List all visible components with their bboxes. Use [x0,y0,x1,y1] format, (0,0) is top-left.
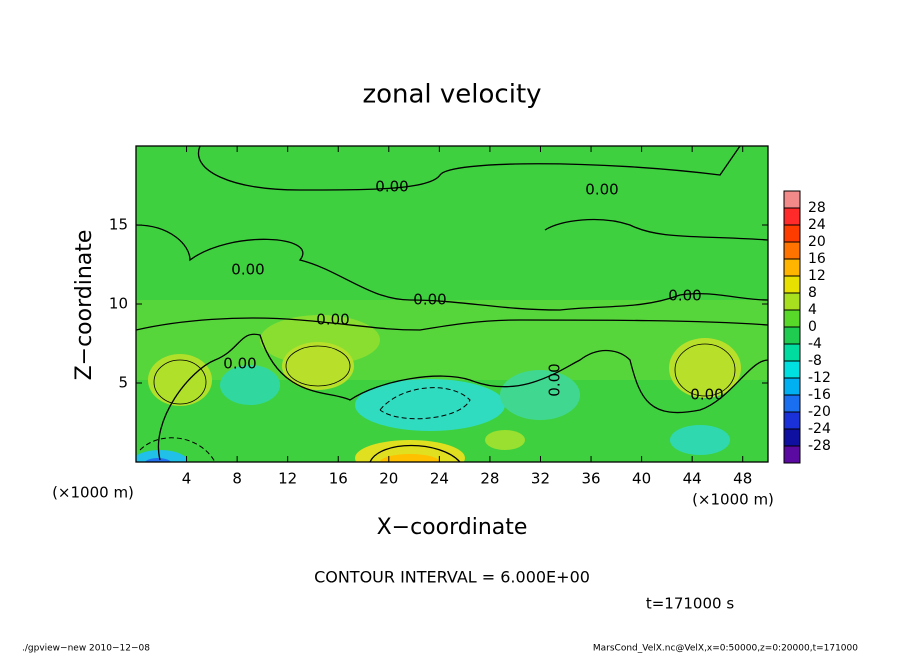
contour-label: 0.00 [316,311,349,329]
y-axis-label: Z−coordinate [72,230,97,381]
colorbar-box [784,225,800,242]
contour-label: 0.00 [375,178,408,196]
colorbar-label: -20 [808,404,831,420]
x-tick-label: 28 [480,470,499,488]
colorbar-box [784,242,800,259]
contour-label: 0.00 [690,386,723,404]
colorbar-box [784,259,800,276]
x-tick-label: 20 [379,470,398,488]
x-tick-label: 8 [232,470,242,488]
x-tick-label: 36 [581,470,600,488]
x-tick-label: 24 [430,470,449,488]
colorbar-label: 16 [808,251,826,267]
colorbar-box [784,412,800,429]
colorbar-box [784,208,800,225]
x-unit-label: (×1000 m) [52,484,134,502]
colorbar-label: 20 [808,234,826,250]
colorbar-box [784,293,800,310]
footer-right: MarsCond_VelX.nc@VelX,x=0:50000,z=0:2000… [593,644,858,654]
x-tick-label: 12 [278,470,297,488]
colorbar-label: 8 [808,285,817,301]
x-tick-label: 32 [531,470,550,488]
colorbar-label: 12 [808,268,826,284]
colorbar-box [784,310,800,327]
x-tick-label: 40 [632,470,651,488]
colorbar-label: 0 [808,319,817,335]
colorbar-label: 4 [808,302,817,318]
colorbar-box [784,429,800,446]
x-tick-label: 4 [182,470,192,488]
contour-field [136,146,768,462]
y-tick-label: 15 [109,216,128,234]
colorbar-box [784,276,800,293]
contour-interval: CONTOUR INTERVAL = 6.000E+00 [314,568,590,587]
y-tick-label: 5 [118,374,128,392]
x-tick-label: 16 [329,470,348,488]
colorbar-box [784,327,800,344]
contour-label: 0.00 [668,287,701,305]
y-tick-label: 10 [109,295,128,313]
colorbar-box [784,361,800,378]
colorbar-box [784,378,800,395]
colorbar-label: 28 [808,200,826,216]
x-tick-label: 44 [683,470,702,488]
x-unit-label: (×1000 m) [692,491,774,509]
colorbar-box [784,446,800,463]
x-axis-label: X−coordinate [377,515,528,540]
contour-label: 0.00 [413,291,446,309]
colorbar-label: -4 [808,336,822,352]
colorbar-label: -24 [808,421,831,437]
colorbar-label: 24 [808,217,826,233]
contour-label: 0.00 [546,363,564,396]
colorbar-label: -28 [808,438,831,454]
colorbar-label: -8 [808,353,822,369]
colorbar-label: -12 [808,370,831,386]
colorbar-box [784,344,800,361]
time-label: t=171000 s [646,595,734,613]
colorbar-label: -16 [808,387,831,403]
contour-label: 0.00 [585,181,618,199]
footer-left: ./gpview−new 2010−12−08 [22,644,150,654]
contour-label: 0.00 [231,261,264,279]
contour-label: 0.00 [223,355,256,373]
chart-title: zonal velocity [362,80,541,110]
colorbar-box [784,395,800,412]
x-tick-label: 48 [733,470,752,488]
colorbar-box [784,191,800,208]
